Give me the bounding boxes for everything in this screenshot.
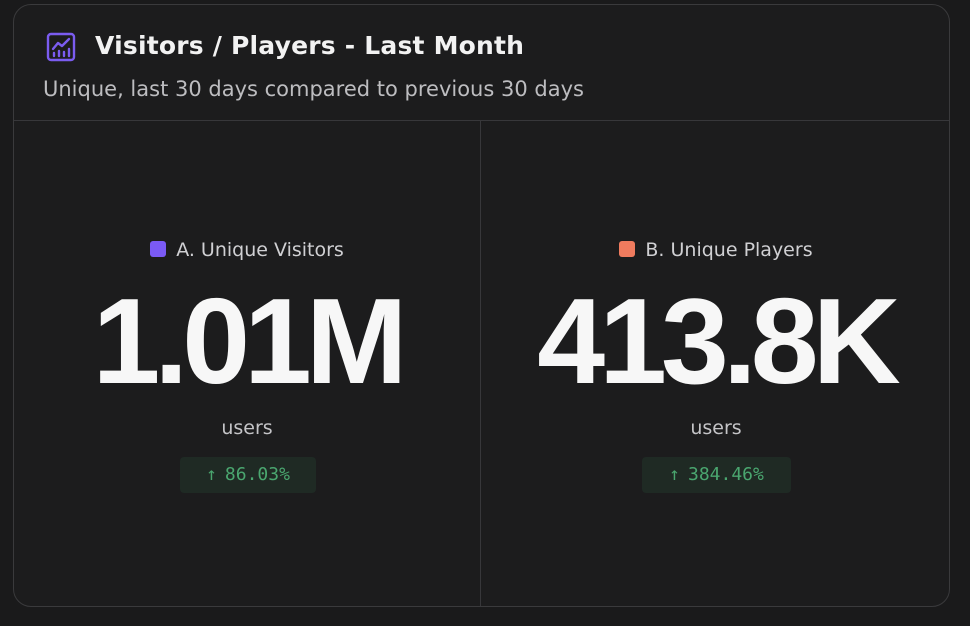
metric-label: B. Unique Players	[481, 239, 949, 261]
metric-panel-unique-visitors: A. Unique Visitors 1.01M users ↑ 86.03%	[14, 121, 481, 606]
metric-panel-unique-players: B. Unique Players 413.8K users ↑ 384.46%	[481, 121, 949, 606]
metric-card: Visitors / Players - Last Month Unique, …	[13, 4, 950, 607]
arrow-up-icon: ↑	[206, 464, 217, 485]
metric-label: A. Unique Visitors	[14, 239, 480, 261]
change-value: 86.03%	[224, 464, 290, 485]
metric-unit: users	[221, 417, 273, 439]
metric-unit: users	[690, 417, 742, 439]
card-subtitle: Unique, last 30 days compared to previou…	[43, 77, 584, 101]
card-title: Visitors / Players - Last Month	[95, 31, 525, 60]
card-header: Visitors / Players - Last Month Unique, …	[14, 5, 949, 121]
change-badge: ↑ 86.03%	[180, 457, 316, 493]
series-color-swatch	[619, 241, 636, 257]
series-color-swatch	[150, 241, 167, 257]
metric-label-text: A. Unique Visitors	[176, 239, 344, 261]
metric-label-text: B. Unique Players	[645, 239, 813, 261]
change-badge: ↑ 384.46%	[642, 457, 791, 493]
metric-value: 413.8K	[537, 273, 900, 409]
metric-value: 1.01M	[92, 273, 407, 409]
line-chart-icon	[46, 32, 76, 62]
arrow-up-icon: ↑	[669, 464, 680, 485]
change-value: 384.46%	[687, 464, 764, 485]
